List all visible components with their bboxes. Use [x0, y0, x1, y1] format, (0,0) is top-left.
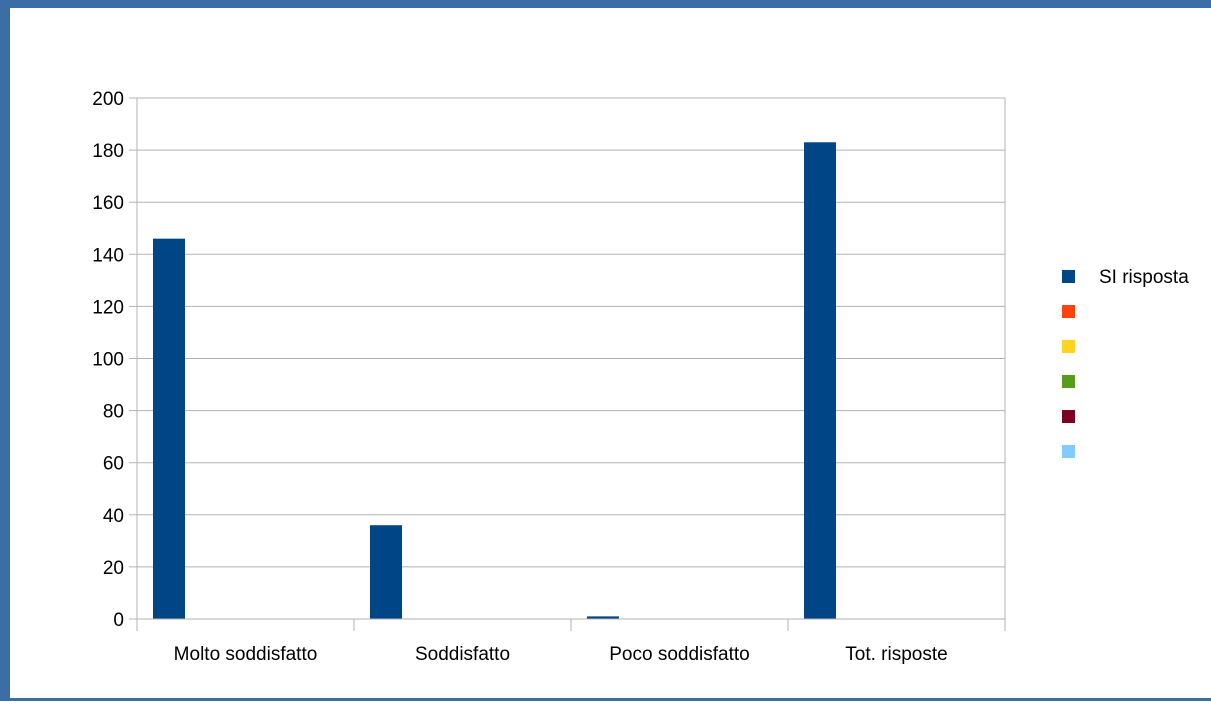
- y-tick-label: 120: [92, 297, 124, 318]
- x-tick-label: Tot. risposte: [845, 644, 947, 665]
- y-tick-label: 140: [92, 245, 124, 266]
- bar-si-risposta-1: [370, 525, 402, 619]
- legend-label: SI risposta: [1099, 267, 1189, 288]
- y-tick-label: 160: [92, 193, 124, 214]
- bar-chart: 0 20 40 60 80 100 120 140 160 180 200 Molto soddis…: [92, 89, 1189, 665]
- y-tick-label: 60: [103, 454, 124, 475]
- legend-swatch: [1062, 410, 1075, 423]
- y-tick-label: 80: [103, 402, 124, 423]
- legend: SI risposta: [1062, 267, 1189, 458]
- legend-swatch: [1062, 305, 1075, 318]
- y-tick-label: 200: [92, 89, 124, 110]
- bar-si-risposta-0: [153, 238, 185, 620]
- legend-swatch: [1062, 375, 1075, 388]
- bars: [153, 142, 836, 620]
- legend-swatch: [1062, 445, 1075, 458]
- axes: [129, 97, 1006, 631]
- legend-swatch: [1062, 340, 1075, 353]
- x-tick-label: Soddisfatto: [415, 644, 510, 665]
- y-tick-label: 180: [92, 141, 124, 162]
- x-tick-labels: Molto soddisfatto Soddisfatto Poco soddisf…: [174, 644, 948, 665]
- x-tick-label: Molto soddisfatto: [174, 644, 318, 665]
- y-tick-label: 0: [113, 610, 124, 631]
- y-tick-label: 20: [103, 558, 124, 579]
- bar-si-risposta-3: [804, 142, 836, 619]
- y-tick-label: 100: [92, 350, 124, 371]
- gridlines: [137, 97, 1005, 620]
- y-tick-labels: 0 20 40 60 80 100 120 140 160 180 200: [92, 89, 124, 631]
- legend-swatch: [1062, 270, 1075, 283]
- bar-si-risposta-2: [587, 616, 619, 619]
- x-tick-label: Poco soddisfatto: [609, 644, 749, 665]
- y-tick-label: 40: [103, 506, 124, 527]
